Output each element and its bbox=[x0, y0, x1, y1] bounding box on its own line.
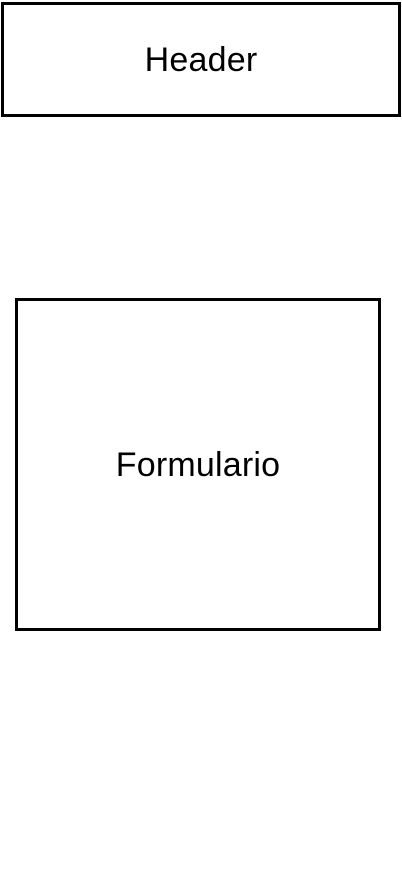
header-placeholder: Header bbox=[1, 2, 401, 117]
header-label: Header bbox=[144, 40, 258, 79]
form-label: Formulario bbox=[115, 445, 281, 484]
form-placeholder: Formulario bbox=[15, 298, 381, 631]
